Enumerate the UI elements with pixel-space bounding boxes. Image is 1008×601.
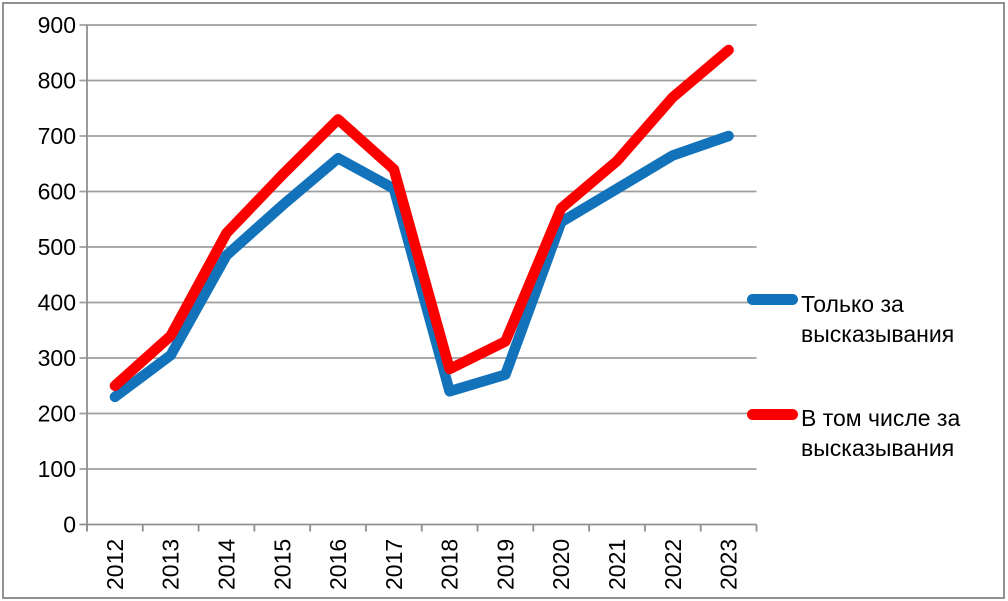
x-tick-label: 2020 xyxy=(548,539,574,590)
y-axis-labels: 0 100 200 300 400 500 600 700 800 900 xyxy=(38,12,76,538)
x-tick-label: 2017 xyxy=(381,539,407,590)
x-tick-label: 2023 xyxy=(716,539,742,590)
y-tick-label: 600 xyxy=(38,179,76,205)
x-tick-label: 2022 xyxy=(660,539,686,590)
legend-swatch-blue-line xyxy=(747,294,798,305)
y-tick-label: 900 xyxy=(38,12,76,38)
x-tick-label: 2015 xyxy=(269,539,295,590)
x-tick-label: 2019 xyxy=(492,539,518,590)
series-line-red xyxy=(109,44,734,392)
x-axis-ticks xyxy=(86,524,758,532)
y-tick-label: 700 xyxy=(38,123,76,149)
x-tick-label: 2021 xyxy=(604,539,630,590)
legend-swatch-red-line xyxy=(747,409,798,420)
legend-label-line1: Только за xyxy=(801,291,904,317)
legend-label-line2: высказывания xyxy=(801,321,955,347)
y-tick-label: 200 xyxy=(38,401,76,427)
y-tick-label: 300 xyxy=(38,345,76,371)
x-tick-label: 2018 xyxy=(437,539,463,590)
y-tick-label: 0 xyxy=(63,512,76,538)
y-tick-label: 800 xyxy=(38,68,76,94)
y-tick-label: 500 xyxy=(38,234,76,260)
y-tick-label: 400 xyxy=(38,290,76,316)
y-tick-label: 100 xyxy=(38,456,76,482)
x-tick-label: 2016 xyxy=(325,539,351,590)
legend-label-line2: высказывания xyxy=(801,435,955,461)
x-tick-label: 2012 xyxy=(102,539,128,590)
x-tick-label: 2013 xyxy=(158,539,184,590)
series-line-blue xyxy=(109,130,734,403)
x-tick-label: 2014 xyxy=(214,539,240,590)
x-axis-labels: 2012 2013 2014 2015 2016 2017 2018 2019 2020 2021… xyxy=(102,539,742,590)
legend-label-line1: В том числе за xyxy=(801,405,961,431)
